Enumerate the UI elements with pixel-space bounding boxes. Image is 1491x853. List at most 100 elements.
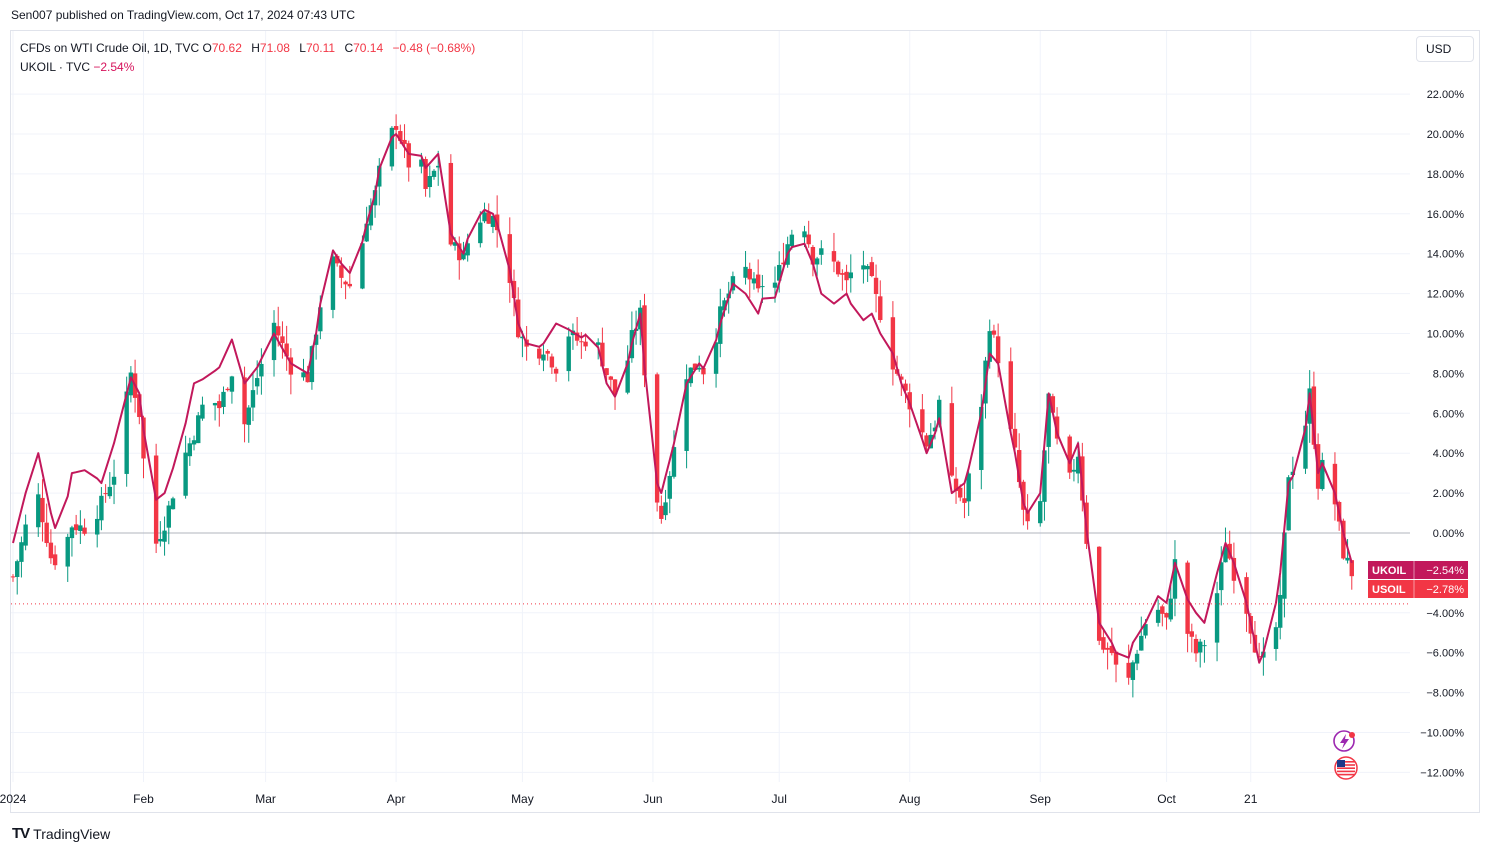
candle-body[interactable] xyxy=(979,406,984,470)
candle-body[interactable] xyxy=(271,322,277,361)
candle-body[interactable] xyxy=(612,379,618,395)
candle-body[interactable] xyxy=(713,342,719,374)
candle-body[interactable] xyxy=(701,367,706,375)
candle-body[interactable] xyxy=(903,383,908,391)
candle-body[interactable] xyxy=(250,390,256,408)
candle-body[interactable] xyxy=(82,527,87,534)
candle-body[interactable] xyxy=(95,518,100,535)
candle-body[interactable] xyxy=(958,487,963,498)
candle-body[interactable] xyxy=(819,248,824,255)
candle-body[interactable] xyxy=(520,336,525,339)
candle-body[interactable] xyxy=(478,222,483,244)
candle-body[interactable] xyxy=(128,372,134,396)
candle-body[interactable] xyxy=(158,538,163,542)
candle-body[interactable] xyxy=(878,296,883,320)
price-badge[interactable] xyxy=(1368,580,1468,598)
candle-body[interactable] xyxy=(246,407,251,425)
candle-body[interactable] xyxy=(1219,562,1224,591)
candle-body[interactable] xyxy=(1038,501,1043,524)
candle-body[interactable] xyxy=(301,372,306,378)
candle-body[interactable] xyxy=(1282,532,1287,599)
candle-body[interactable] xyxy=(1172,559,1178,599)
candle-body[interactable] xyxy=(1164,613,1169,618)
candle-body[interactable] xyxy=(1067,436,1072,473)
candle-body[interactable] xyxy=(313,334,319,345)
candle-body[interactable] xyxy=(334,255,340,264)
candle-body[interactable] xyxy=(162,530,167,542)
candle-body[interactable] xyxy=(899,376,904,380)
candle-body[interactable] xyxy=(431,170,437,177)
candle-body[interactable] xyxy=(604,368,609,376)
candle-body[interactable] xyxy=(78,525,83,531)
candle-body[interactable] xyxy=(987,331,992,362)
candle-body[interactable] xyxy=(869,262,875,277)
candle-body[interactable] xyxy=(772,282,778,288)
candle-body[interactable] xyxy=(1223,547,1228,563)
candle-body[interactable] xyxy=(920,409,925,433)
candle-body[interactable] xyxy=(1016,450,1022,483)
candle-body[interactable] xyxy=(1096,546,1102,641)
candle-body[interactable] xyxy=(1008,361,1013,429)
candle-body[interactable] xyxy=(419,159,424,167)
candle-body[interactable] xyxy=(949,403,955,476)
candle-body[interactable] xyxy=(747,268,752,280)
candle-body[interactable] xyxy=(844,271,849,281)
price-badge[interactable] xyxy=(1368,561,1468,579)
candle-body[interactable] xyxy=(566,336,571,372)
candle-body[interactable] xyxy=(288,357,294,375)
candle-body[interactable] xyxy=(1278,594,1283,628)
candle-body[interactable] xyxy=(360,243,365,289)
candle-body[interactable] xyxy=(663,502,668,516)
candle-body[interactable] xyxy=(217,401,222,409)
candle-body[interactable] xyxy=(806,234,811,245)
candle-body[interactable] xyxy=(368,205,374,226)
candle-body[interactable] xyxy=(583,341,588,347)
candle-body[interactable] xyxy=(541,354,546,361)
candle-body[interactable] xyxy=(1101,637,1106,650)
candle-body[interactable] xyxy=(427,176,432,188)
legend-main-symbol[interactable]: CFDs on WTI Crude Oil, 1D, TVC xyxy=(20,41,200,55)
candle-body[interactable] xyxy=(191,440,197,445)
candle-body[interactable] xyxy=(553,368,559,374)
candle-body[interactable] xyxy=(802,231,807,238)
candle-body[interactable] xyxy=(751,278,757,284)
candle-body[interactable] xyxy=(777,264,782,281)
candle-body[interactable] xyxy=(482,212,487,222)
candle-body[interactable] xyxy=(284,343,289,357)
candle-body[interactable] xyxy=(103,493,108,495)
candle-body[interactable] xyxy=(406,143,411,168)
candle-body[interactable] xyxy=(242,377,247,425)
candle-body[interactable] xyxy=(221,391,226,407)
candle-body[interactable] xyxy=(402,139,407,144)
candle-body[interactable] xyxy=(1303,425,1308,469)
candle-body[interactable] xyxy=(1256,656,1262,658)
candle-body[interactable] xyxy=(10,576,16,578)
candle-body[interactable] xyxy=(259,363,264,377)
candle-body[interactable] xyxy=(625,360,630,393)
candle-body[interactable] xyxy=(364,223,369,242)
candle-body[interactable] xyxy=(537,348,542,359)
candle-body[interactable] xyxy=(684,379,689,451)
candle-body[interactable] xyxy=(490,215,496,227)
candle-body[interactable] xyxy=(600,342,605,367)
candle-body[interactable] xyxy=(44,522,49,544)
candle-body[interactable] xyxy=(1021,481,1026,510)
candle-body[interactable] xyxy=(200,404,205,419)
candle-body[interactable] xyxy=(545,351,550,354)
candle-body[interactable] xyxy=(760,286,765,288)
candle-body[interactable] xyxy=(280,336,285,344)
candle-body[interactable] xyxy=(1341,520,1346,559)
candle-body[interactable] xyxy=(187,443,193,457)
candle-body[interactable] xyxy=(1345,557,1350,561)
candle-body[interactable] xyxy=(330,256,336,310)
candle-body[interactable] xyxy=(423,159,428,189)
candle-body[interactable] xyxy=(183,452,188,496)
candle-body[interactable] xyxy=(511,280,517,299)
candle-body[interactable] xyxy=(137,394,142,418)
candle-body[interactable] xyxy=(848,272,853,279)
candle-body[interactable] xyxy=(549,356,555,368)
candle-body[interactable] xyxy=(1025,510,1030,522)
candle-body[interactable] xyxy=(36,494,41,528)
candle-body[interactable] xyxy=(23,524,28,546)
